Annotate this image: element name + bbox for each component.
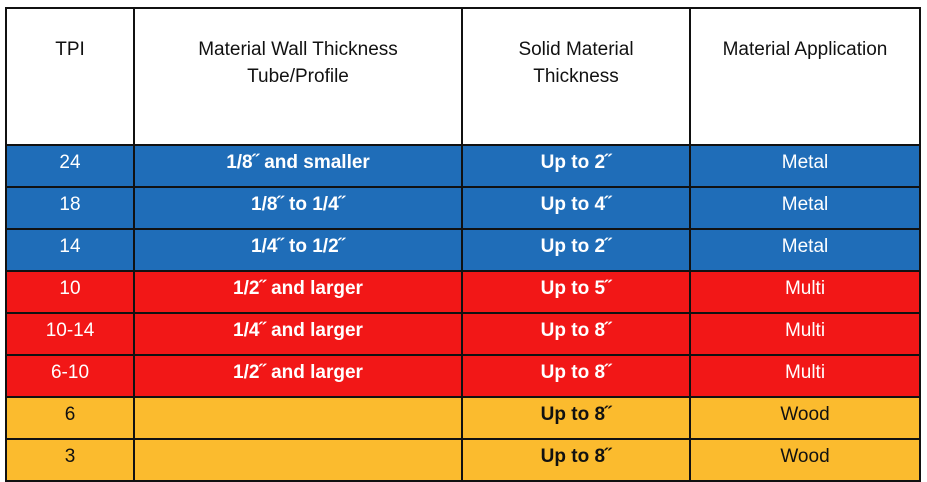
- header-tpi: TPI: [5, 7, 135, 146]
- header-application: Material Application: [689, 7, 921, 146]
- cell-tpi: 14: [5, 228, 135, 272]
- cell-wall-thickness: [133, 396, 463, 440]
- cell-solid-thickness: Up to 5˝: [461, 270, 691, 314]
- table-row: 14 1/4˝ to 1/2˝ Up to 2˝ Metal: [5, 228, 921, 272]
- blade-tpi-table: TPI Material Wall Thickness Tube/Profile…: [5, 7, 921, 482]
- cell-application: Multi: [689, 312, 921, 356]
- cell-application: Multi: [689, 354, 921, 398]
- cell-solid-thickness: Up to 8˝: [461, 354, 691, 398]
- cell-wall-thickness: 1/8˝ to 1/4˝: [133, 186, 463, 230]
- cell-tpi: 24: [5, 144, 135, 188]
- cell-solid-thickness: Up to 8˝: [461, 438, 691, 482]
- cell-tpi: 3: [5, 438, 135, 482]
- cell-wall-thickness: 1/4˝ to 1/2˝: [133, 228, 463, 272]
- cell-wall-thickness: 1/8˝ and smaller: [133, 144, 463, 188]
- cell-tpi: 6-10: [5, 354, 135, 398]
- cell-application: Wood: [689, 396, 921, 440]
- table-row: 18 1/8˝ to 1/4˝ Up to 4˝ Metal: [5, 186, 921, 230]
- cell-application: Metal: [689, 228, 921, 272]
- table-row: 6-10 1/2˝ and larger Up to 8˝ Multi: [5, 354, 921, 398]
- cell-wall-thickness: 1/2˝ and larger: [133, 354, 463, 398]
- cell-wall-thickness: [133, 438, 463, 482]
- table-row: 10-14 1/4˝ and larger Up to 8˝ Multi: [5, 312, 921, 356]
- cell-application: Multi: [689, 270, 921, 314]
- table-row: 24 1/8˝ and smaller Up to 2˝ Metal: [5, 144, 921, 188]
- cell-tpi: 18: [5, 186, 135, 230]
- cell-tpi: 10: [5, 270, 135, 314]
- cell-application: Metal: [689, 186, 921, 230]
- cell-tpi: 6: [5, 396, 135, 440]
- header-solid-thickness: Solid Material Thickness: [461, 7, 691, 146]
- cell-solid-thickness: Up to 2˝: [461, 228, 691, 272]
- table-row: 10 1/2˝ and larger Up to 5˝ Multi: [5, 270, 921, 314]
- cell-solid-thickness: Up to 8˝: [461, 396, 691, 440]
- cell-tpi: 10-14: [5, 312, 135, 356]
- cell-wall-thickness: 1/4˝ and larger: [133, 312, 463, 356]
- header-wall-thickness: Material Wall Thickness Tube/Profile: [133, 7, 463, 146]
- cell-application: Metal: [689, 144, 921, 188]
- cell-application: Wood: [689, 438, 921, 482]
- cell-solid-thickness: Up to 8˝: [461, 312, 691, 356]
- cell-wall-thickness: 1/2˝ and larger: [133, 270, 463, 314]
- header-row: TPI Material Wall Thickness Tube/Profile…: [5, 7, 921, 146]
- cell-solid-thickness: Up to 4˝: [461, 186, 691, 230]
- cell-solid-thickness: Up to 2˝: [461, 144, 691, 188]
- table-row: 6 Up to 8˝ Wood: [5, 396, 921, 440]
- table-row: 3 Up to 8˝ Wood: [5, 438, 921, 482]
